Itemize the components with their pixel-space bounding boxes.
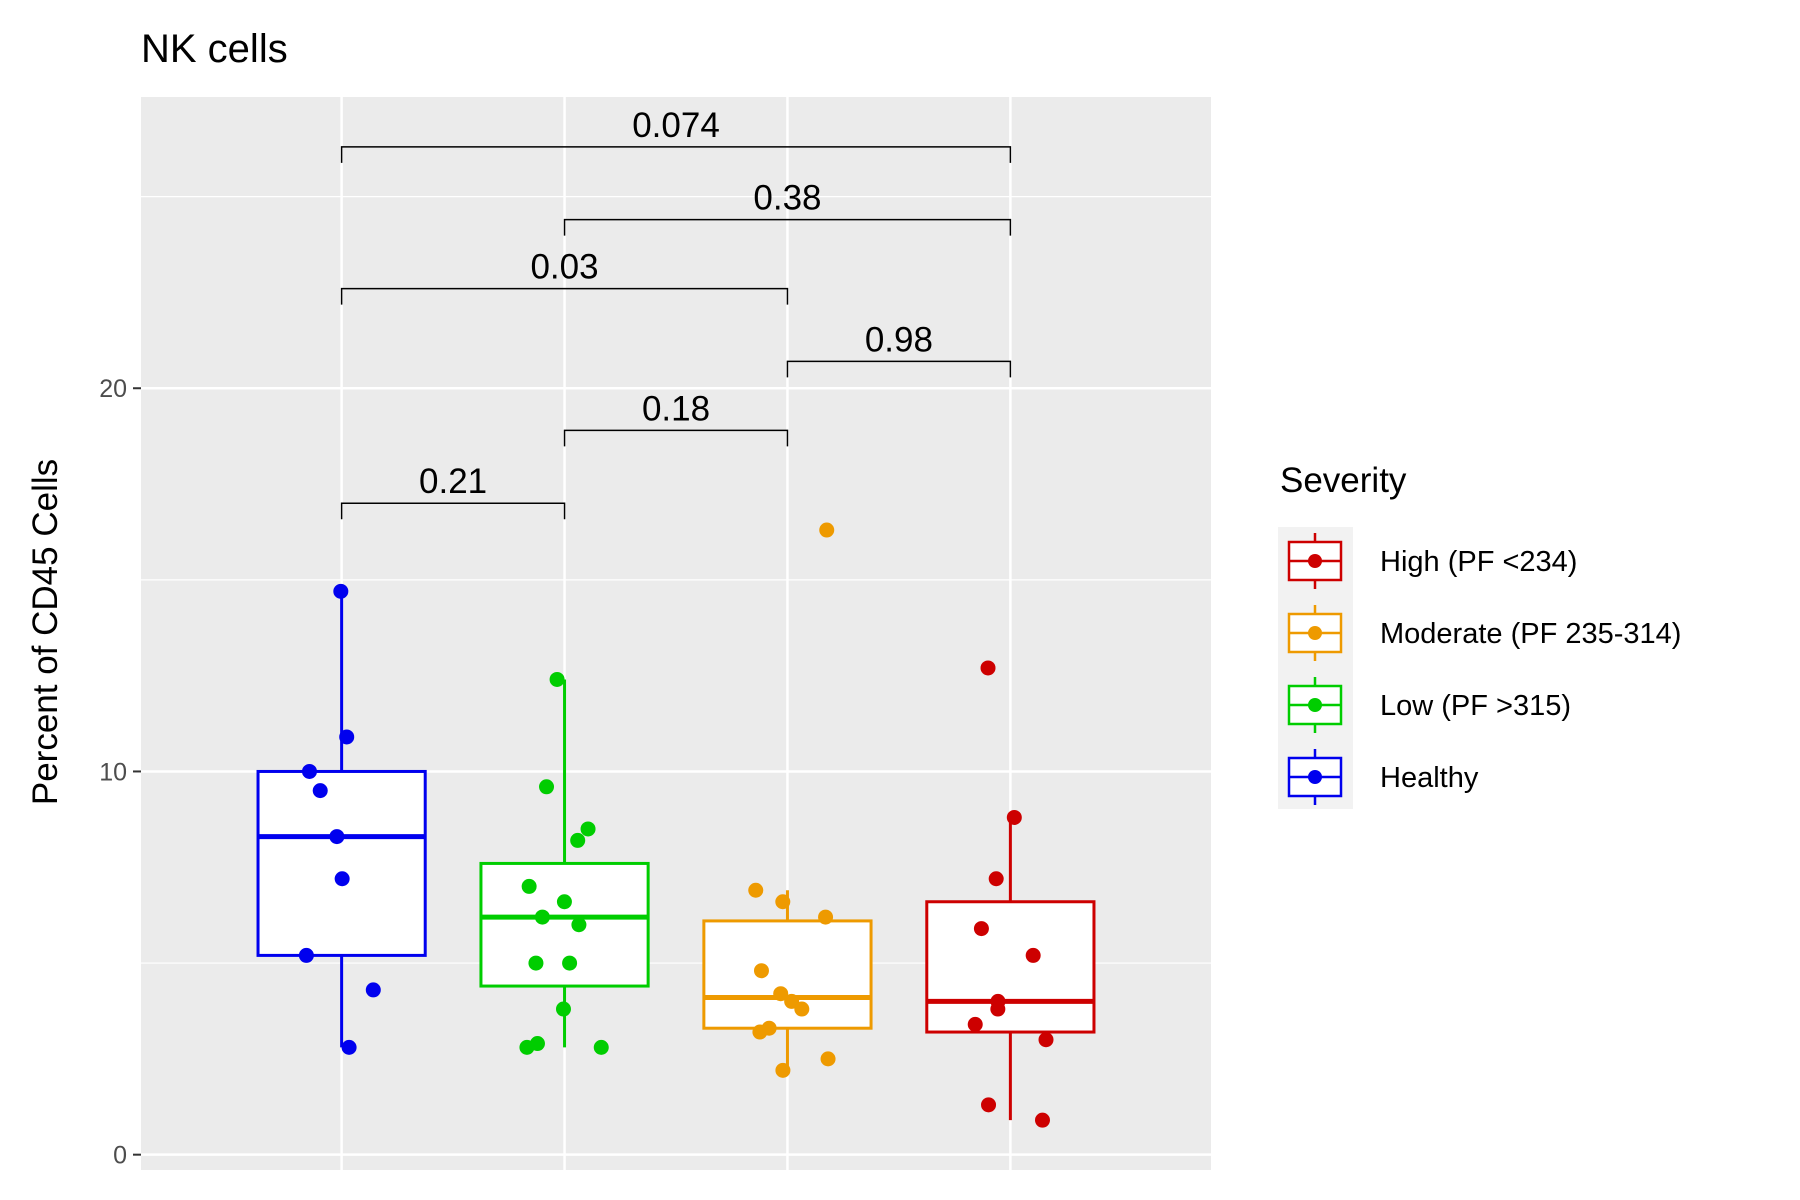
legend-title: Severity [1280,461,1407,500]
y-tick-label: 20 [99,375,127,403]
low-data-point [528,955,544,971]
healthy-data-point [298,947,314,963]
low-data-point [519,1039,535,1055]
p-value-label: 0.38 [753,179,821,218]
healthy-data-point [365,982,381,998]
healthy-data-point [301,763,317,779]
low-data-point [580,821,596,837]
high-data-point [988,871,1004,887]
legend-key-point [1308,626,1322,640]
low-data-point [556,894,572,910]
y-axis-label: Percent of CD45 Cells [26,459,65,805]
high-data-point [1006,809,1022,825]
p-value-label: 0.21 [419,462,487,501]
healthy-data-point [339,729,355,745]
healthy-data-point [333,583,349,599]
healthy-data-point [334,871,350,887]
moderate-data-point [775,894,791,910]
moderate-data-point [753,963,769,979]
legend-label: Healthy [1380,762,1479,794]
high-data-point [980,660,996,676]
healthy-data-point [341,1039,357,1055]
high-data-point [1025,947,1041,963]
legend-label: Low (PF >315) [1380,690,1571,722]
comparison-bracket [786,360,1012,378]
low-data-point [521,878,537,894]
data-points [298,522,1054,1128]
high-data-point [1038,1032,1054,1048]
comparison-bracket [563,429,789,447]
legend-key-point [1308,770,1322,784]
moderate-data-point [775,1062,791,1078]
low-data-point [571,917,587,933]
comparison-bracket [340,146,1012,163]
comparison-bracket [340,502,566,520]
p-value-label: 0.18 [642,389,710,428]
healthy-data-point [329,829,345,845]
chart-title: NK cells [141,27,288,71]
low-data-point [555,1001,571,1017]
healthy-data-point [312,783,328,799]
high-data-point [990,1001,1006,1017]
high-box [925,900,1096,1034]
moderate-data-point [748,882,764,898]
moderate-data-point [784,993,800,1009]
comparison-bracket [340,287,789,305]
low-data-point [593,1039,609,1055]
significance-brackets: 0.21 0.18 0.98 0.03 0.38 0.074 [340,106,1012,520]
p-value-label: 0.074 [632,106,720,145]
high-data-point [973,921,989,937]
comparison-bracket [563,218,1012,236]
legend: Severity High (PF <234) Moderate (PF 235-… [1278,461,1681,809]
low-data-point [549,671,565,687]
p-value-label: 0.03 [530,248,598,287]
moderate-data-point [819,522,835,538]
low-data-point [539,779,555,795]
y-axis: 0 10 20 [99,375,141,1170]
legend-label: High (PF <234) [1380,546,1577,578]
low-data-point [534,909,550,925]
low-data-point [570,832,586,848]
legend-label: Moderate (PF 235-314) [1380,618,1681,650]
legend-key-point [1308,554,1322,568]
moderate-data-point [818,909,834,925]
moderate-data-point [820,1051,836,1067]
moderate-data-point [794,1001,810,1017]
y-tick-label: 10 [99,758,127,786]
p-value-label: 0.98 [865,320,933,359]
y-tick-label: 0 [113,1142,127,1170]
moderate-box [702,919,873,1030]
high-data-point [967,1016,983,1032]
high-data-point [981,1097,997,1113]
moderate-data-point [773,986,789,1002]
healthy-box [256,769,427,957]
high-data-point [1034,1112,1050,1128]
low-data-point [562,955,578,971]
moderate-data-point [752,1024,768,1040]
legend-key-point [1308,698,1322,712]
